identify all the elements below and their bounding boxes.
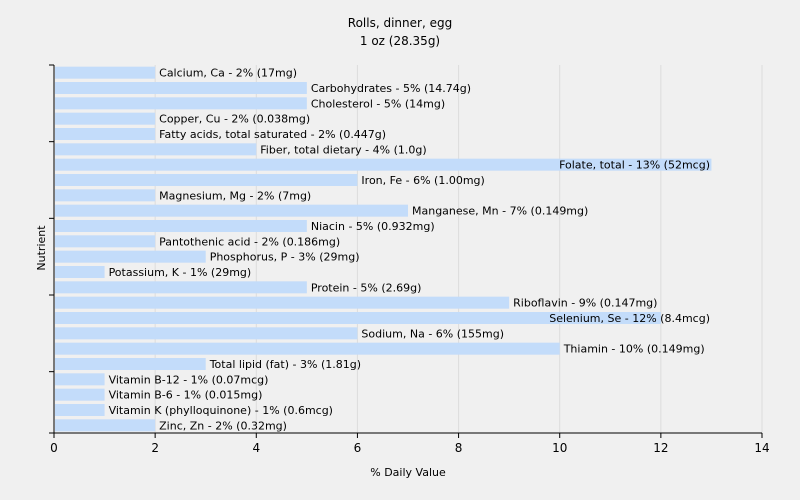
x-tick-label: 8	[455, 441, 463, 455]
bar	[55, 235, 156, 248]
bar-label: Copper, Cu - 2% (0.038mg)	[159, 113, 310, 126]
x-tick-label: 6	[354, 441, 362, 455]
bar	[55, 388, 105, 401]
axes	[49, 64, 762, 434]
bar	[55, 128, 156, 140]
bar	[55, 281, 307, 294]
bar	[55, 266, 105, 278]
x-tick-label: 12	[653, 441, 668, 455]
bar-label: Niacin - 5% (0.932mg)	[311, 220, 435, 233]
bar	[55, 174, 358, 186]
bar	[55, 296, 510, 309]
bar-label: Vitamin B-6 - 1% (0.015mg)	[109, 389, 263, 402]
bar-label: Fiber, total dietary - 4% (1.0g)	[260, 143, 426, 156]
bar	[55, 373, 105, 386]
bar-label: Pantothenic acid - 2% (0.186mg)	[159, 235, 340, 248]
bar	[55, 97, 307, 110]
bar	[55, 189, 156, 202]
bar	[55, 204, 408, 217]
bar	[55, 419, 156, 432]
x-axis-label: % Daily Value	[370, 466, 446, 479]
bar-label: Folate, total - 13% (52mcg)	[559, 159, 710, 172]
x-tick-label: 4	[252, 441, 260, 455]
bar-label: Protein - 5% (2.69g)	[311, 281, 422, 294]
grid-lines	[154, 65, 763, 433]
bar-label: Calcium, Ca - 2% (17mg)	[159, 67, 297, 80]
bar	[55, 250, 206, 263]
bar-label: Manganese, Mn - 7% (0.149mg)	[412, 205, 588, 218]
bar	[55, 66, 156, 79]
chart-subtitle: 1 oz (28.35g)	[360, 34, 440, 48]
y-axis-label: Nutrient	[35, 225, 48, 271]
chart-title: Rolls, dinner, egg	[348, 16, 452, 30]
bar-label: Vitamin B-12 - 1% (0.07mcg)	[109, 373, 269, 386]
bar	[55, 82, 307, 94]
bar-label: Cholesterol - 5% (14mg)	[311, 97, 445, 110]
bar	[55, 220, 307, 232]
bar-label: Carbohydrates - 5% (14.74g)	[311, 82, 471, 95]
bar	[55, 112, 156, 125]
bar-label: Fatty acids, total saturated - 2% (0.447…	[159, 128, 386, 141]
bars: Calcium, Ca - 2% (17mg) Carbohydrates - 5…	[55, 66, 712, 432]
x-tick-label: 14	[754, 441, 769, 455]
bar-label: Vitamin K (phylloquinone) - 1% (0.6mcg)	[109, 404, 333, 417]
bar-label: Phosphorus, P - 3% (29mg)	[210, 251, 360, 264]
bar-label: Selenium, Se - 12% (8.4mcg)	[549, 312, 710, 325]
bar	[55, 143, 257, 156]
bar	[55, 342, 560, 355]
bar-label: Total lipid (fat) - 3% (1.81g)	[209, 358, 361, 371]
bar-label: Sodium, Na - 6% (155mg)	[361, 327, 504, 340]
x-tick-label: 2	[151, 441, 159, 455]
bar	[55, 312, 661, 324]
x-axis-ticks: 0 2 4 6 8 10 12 14	[50, 433, 770, 455]
bar-label: Iron, Fe - 6% (1.00mg)	[361, 174, 484, 187]
bar-label: Riboflavin - 9% (0.147mg)	[513, 297, 657, 310]
bar	[55, 327, 358, 340]
x-tick-label: 0	[50, 441, 58, 455]
bar-label: Potassium, K - 1% (29mg)	[109, 266, 252, 279]
bar	[55, 158, 712, 171]
bar	[55, 404, 105, 416]
bar-label: Thiamin - 10% (0.149mg)	[563, 343, 705, 356]
bar	[55, 358, 206, 370]
bar-label: Zinc, Zn - 2% (0.32mg)	[159, 419, 287, 432]
x-tick-label: 10	[552, 441, 567, 455]
bar-label: Magnesium, Mg - 2% (7mg)	[159, 189, 311, 202]
